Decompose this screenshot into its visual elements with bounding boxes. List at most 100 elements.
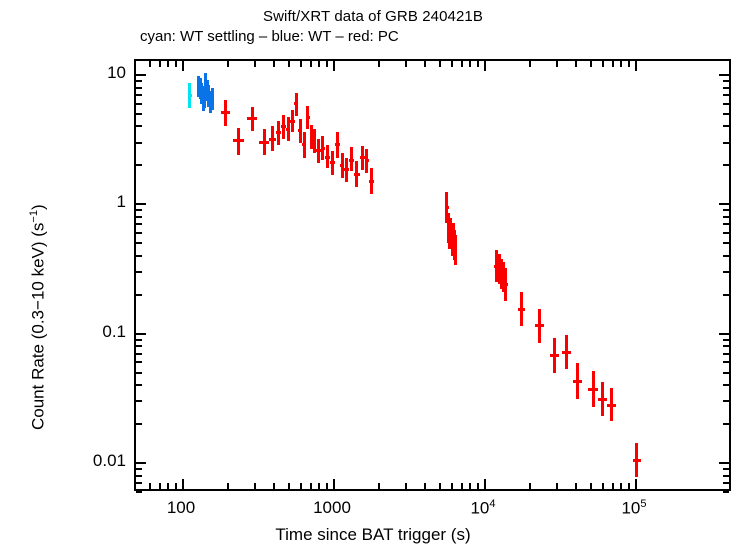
x-tick-label: 1000 (313, 498, 351, 517)
y-tick-minor (136, 254, 142, 257)
x-tick-top-major (182, 61, 184, 71)
x-tick-minor (299, 483, 302, 489)
y-tick-right-minor (723, 141, 729, 144)
y-tick-minor (136, 371, 142, 374)
x-tick-minor (556, 483, 559, 489)
x-tick-top-minor (148, 61, 151, 67)
y-tick-minor (136, 215, 142, 218)
y-tick-right-minor (723, 125, 729, 128)
x-tick-top-minor (254, 61, 257, 67)
x-tick-top-minor (450, 61, 453, 67)
x-tick-minor (620, 483, 623, 489)
y-tick-minor (136, 232, 142, 235)
error-bar-horizontal (302, 143, 307, 147)
x-tick-minor (477, 483, 480, 489)
error-bar-horizontal (259, 141, 270, 145)
x-tick-minor (589, 483, 592, 489)
error-bar-horizontal (285, 127, 291, 131)
plot-frame (134, 59, 731, 493)
y-tick-minor (136, 293, 142, 296)
y-tick-minor (136, 223, 142, 226)
x-tick-top-minor (438, 61, 441, 67)
x-tick-minor (309, 483, 312, 489)
x-tick-top-minor (318, 61, 321, 67)
y-tick-minor (136, 423, 142, 426)
y-tick-right-minor (723, 94, 729, 97)
y-tick-major (136, 332, 146, 335)
plot-data-area (136, 61, 729, 489)
y-tick-minor (136, 141, 142, 144)
error-bar-horizontal (220, 111, 231, 115)
y-tick-minor (136, 361, 142, 364)
x-tick-top-minor (529, 61, 532, 67)
error-bar-horizontal (313, 139, 317, 143)
x-tick-label: 104 (470, 498, 496, 518)
y-tick-minor (136, 242, 142, 245)
error-bar-horizontal (290, 119, 295, 123)
x-tick-top-minor (287, 61, 290, 67)
x-tick-minor (272, 483, 275, 489)
error-bar-horizontal (562, 350, 571, 354)
error-bar-horizontal (210, 96, 214, 100)
x-tick-minor (574, 483, 577, 489)
y-tick-right-minor (723, 482, 729, 485)
x-tick-minor (460, 483, 463, 489)
error-bar-horizontal (294, 102, 299, 106)
error-bar-horizontal (334, 143, 340, 147)
x-tick-major (333, 479, 335, 489)
y-tick-minor (136, 112, 142, 115)
error-bar-horizontal (444, 205, 450, 209)
y-tick-minor (136, 400, 142, 403)
error-bar-horizontal (275, 130, 282, 134)
error-bar-horizontal (325, 156, 330, 160)
y-tick-right-minor (723, 400, 729, 403)
error-bar-horizontal (499, 272, 504, 276)
error-bar-horizontal (494, 265, 500, 269)
error-bar-horizontal (269, 137, 277, 141)
y-tick-right-minor (723, 423, 729, 426)
y-tick-right-major (719, 332, 729, 335)
y-tick-right-minor (723, 352, 729, 355)
y-tick-right-minor (723, 223, 729, 226)
error-bar-horizontal (203, 95, 207, 99)
error-bar-horizontal (354, 173, 360, 177)
y-tick-right-minor (723, 467, 729, 470)
x-tick-top-minor (477, 61, 480, 67)
x-tick-minor (529, 483, 532, 489)
y-tick-minor (136, 482, 142, 485)
y-tick-minor (136, 209, 142, 212)
y-tick-right-minor (723, 164, 729, 167)
x-tick-minor (423, 483, 426, 489)
x-tick-top-minor (227, 61, 230, 67)
error-bar-horizontal (339, 163, 345, 167)
error-bar-horizontal (247, 117, 258, 121)
y-axis-title: Count Rate (0.3−10 keV) (s−1) (28, 204, 48, 430)
y-tick-major (136, 203, 146, 206)
x-tick-minor (227, 483, 230, 489)
y-tick-right-minor (723, 254, 729, 257)
error-bar-horizontal (454, 248, 458, 252)
x-tick-minor (601, 483, 604, 489)
x-tick-top-minor (175, 61, 178, 67)
y-tick-right-minor (723, 345, 729, 348)
error-bar-horizontal (344, 168, 350, 172)
error-bar-horizontal (320, 147, 326, 151)
y-tick-label: 1 (116, 192, 126, 212)
y-tick-right-major (719, 74, 729, 76)
error-bar-horizontal (550, 353, 560, 357)
y-tick-right-minor (723, 215, 729, 218)
y-tick-minor (136, 79, 142, 82)
y-tick-minor (136, 474, 142, 477)
y-tick-right-minor (723, 490, 729, 493)
error-bar-horizontal (209, 100, 213, 104)
x-tick-minor (450, 483, 453, 489)
x-tick-minor (158, 483, 161, 489)
y-tick-right-minor (723, 270, 729, 273)
x-tick-major (635, 479, 637, 489)
x-tick-top-minor (299, 61, 302, 67)
error-bar-horizontal (535, 324, 544, 328)
x-tick-top-minor (601, 61, 604, 67)
y-tick-label: 10 (107, 63, 126, 82)
y-tick-minor (136, 270, 142, 273)
